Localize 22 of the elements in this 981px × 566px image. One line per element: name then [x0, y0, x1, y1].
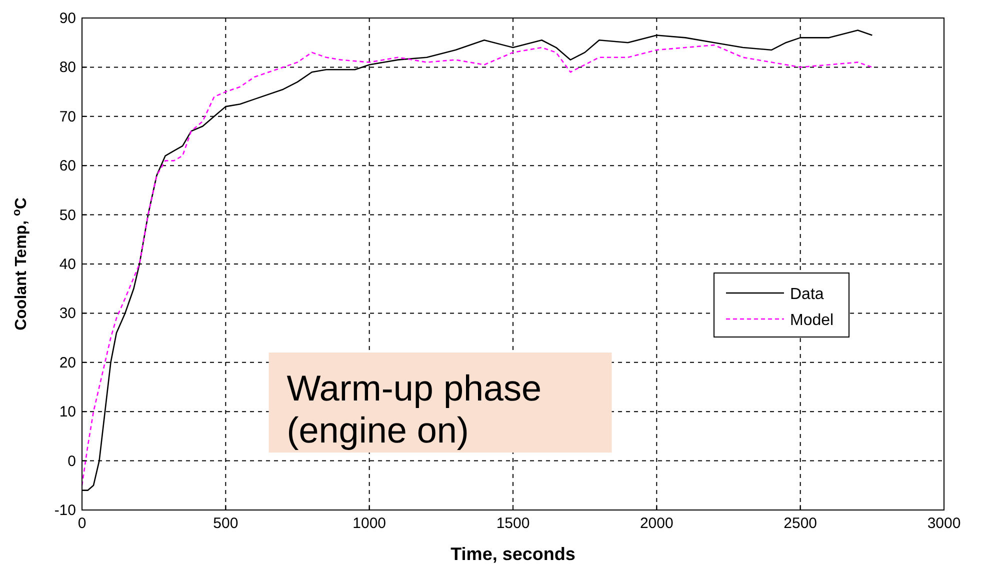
x-tick-label: 2500: [784, 515, 818, 532]
legend-label: Data: [790, 286, 824, 303]
y-tick-label: 0: [68, 452, 76, 470]
x-tick-label: 1000: [352, 515, 386, 532]
y-tick-label: 70: [59, 108, 76, 126]
y-tick-label: 80: [59, 59, 76, 76]
x-axis-title: Time, seconds: [450, 544, 576, 564]
x-tick-label: 1500: [496, 515, 530, 532]
x-tick-label: 500: [213, 515, 238, 532]
y-tick-label: -10: [54, 502, 76, 519]
y-tick-label: 60: [59, 158, 76, 175]
x-tick-label: 0: [78, 515, 86, 532]
x-tick-label: 2000: [640, 515, 674, 532]
y-tick-label: 10: [59, 404, 76, 421]
y-tick-label: 40: [59, 256, 76, 273]
legend-label: Model: [790, 312, 834, 329]
y-tick-label: 20: [59, 354, 76, 372]
y-tick-label: 90: [59, 10, 76, 27]
y-tick-label: 50: [59, 206, 76, 224]
annotation: Warm-up phase (engine on): [286, 368, 542, 451]
x-tick-label: 3000: [927, 515, 961, 532]
y-tick-label: 30: [59, 305, 76, 322]
